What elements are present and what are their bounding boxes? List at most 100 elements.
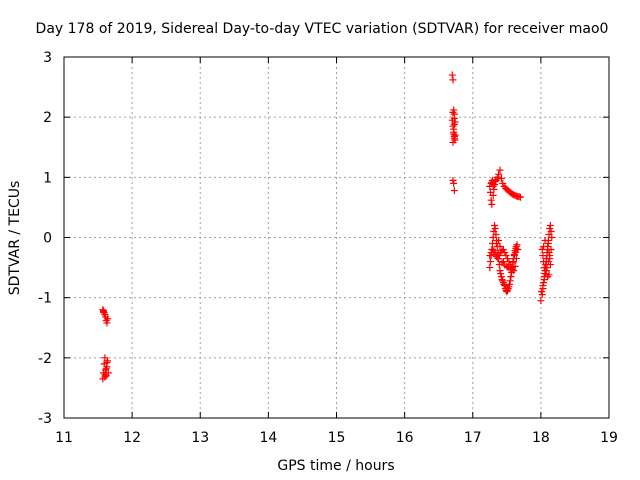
data-point — [506, 277, 514, 285]
data-point — [494, 255, 502, 263]
data-point — [539, 282, 547, 290]
data-point — [546, 221, 554, 229]
data-point — [514, 246, 522, 254]
data-point — [501, 282, 509, 290]
data-point — [512, 255, 520, 263]
y-axis-label: SDTVAR / TECUs — [7, 181, 23, 296]
y-tick-label: 1 — [43, 170, 52, 186]
data-point — [489, 191, 497, 199]
data-point — [101, 373, 109, 381]
data-point — [450, 132, 458, 140]
x-tick-label: 16 — [396, 430, 414, 446]
data-point — [499, 246, 507, 254]
data-point — [503, 288, 511, 296]
x-axis-label: GPS time / hours — [277, 458, 394, 474]
data-point — [506, 280, 514, 288]
data-point — [449, 76, 457, 84]
data-point — [448, 71, 456, 79]
data-point — [501, 249, 509, 257]
data-point — [504, 264, 512, 272]
data-point — [548, 234, 556, 241]
data-point — [491, 221, 499, 229]
data-point — [540, 276, 548, 284]
data-point — [540, 243, 548, 251]
data-point — [538, 288, 546, 296]
data-point — [496, 243, 504, 251]
x-tick-label: 13 — [191, 430, 209, 446]
data-point — [516, 193, 524, 201]
data-point — [492, 230, 500, 238]
data-point — [486, 264, 494, 272]
data-point — [544, 240, 552, 248]
x-tick-label: 11 — [55, 430, 73, 446]
x-tick-label: 15 — [328, 430, 346, 446]
chart-title: Day 178 of 2019, Sidereal Day-to-day VTE… — [36, 21, 609, 37]
data-point — [544, 258, 552, 266]
data-point — [499, 258, 507, 266]
y-tick-label: 0 — [43, 231, 52, 247]
data-point — [497, 175, 505, 183]
data-point — [543, 264, 551, 272]
data-point — [102, 365, 110, 373]
data-point — [451, 118, 459, 126]
data-point — [103, 359, 111, 367]
x-tick-label: 14 — [259, 430, 277, 446]
data-point — [100, 308, 108, 316]
x-tick-label: 18 — [532, 430, 550, 446]
data-point — [492, 176, 500, 184]
x-tick-label: 12 — [123, 430, 141, 446]
data-point — [497, 270, 505, 278]
y-tick-label: 3 — [43, 50, 52, 66]
data-point — [510, 267, 518, 275]
data-point — [450, 114, 458, 122]
data-point — [537, 297, 545, 305]
data-point — [450, 187, 458, 195]
data-point — [545, 271, 553, 279]
grid — [64, 57, 609, 418]
data-point — [495, 237, 503, 245]
data-point — [547, 227, 555, 235]
data-point — [546, 252, 554, 260]
data-point — [450, 179, 458, 187]
data-point — [497, 273, 505, 281]
data-point — [104, 369, 112, 377]
data-point — [503, 255, 511, 263]
data-point — [547, 246, 555, 254]
data-point — [449, 176, 457, 184]
data-point — [540, 279, 548, 287]
data-point — [486, 258, 494, 266]
y-tick-label: 2 — [43, 110, 52, 126]
data-point — [488, 200, 496, 208]
data-point — [508, 265, 516, 273]
data-point — [487, 196, 495, 204]
data-point — [509, 258, 517, 266]
data-point — [538, 291, 546, 299]
data-point — [450, 125, 458, 133]
data-point — [451, 131, 459, 139]
data-point — [486, 252, 494, 260]
data-point — [490, 185, 498, 193]
y-tick-label: -3 — [38, 411, 52, 427]
data-point — [495, 252, 503, 260]
y-tick-label: -2 — [38, 351, 52, 367]
data-point — [502, 252, 510, 260]
data-point — [491, 224, 499, 232]
data-point — [104, 315, 112, 323]
data-point — [496, 166, 504, 174]
data-point — [499, 179, 507, 187]
data-point — [495, 170, 503, 178]
data-points — [99, 71, 556, 383]
plot-frame — [63, 56, 610, 419]
data-point — [489, 246, 497, 254]
data-point — [103, 319, 111, 327]
data-point — [542, 267, 550, 275]
data-point — [498, 276, 506, 284]
data-point — [490, 247, 498, 255]
x-tick-label: 17 — [464, 430, 482, 446]
data-point — [546, 224, 554, 232]
data-point — [515, 193, 523, 201]
data-point — [491, 181, 499, 189]
data-point — [541, 237, 549, 245]
